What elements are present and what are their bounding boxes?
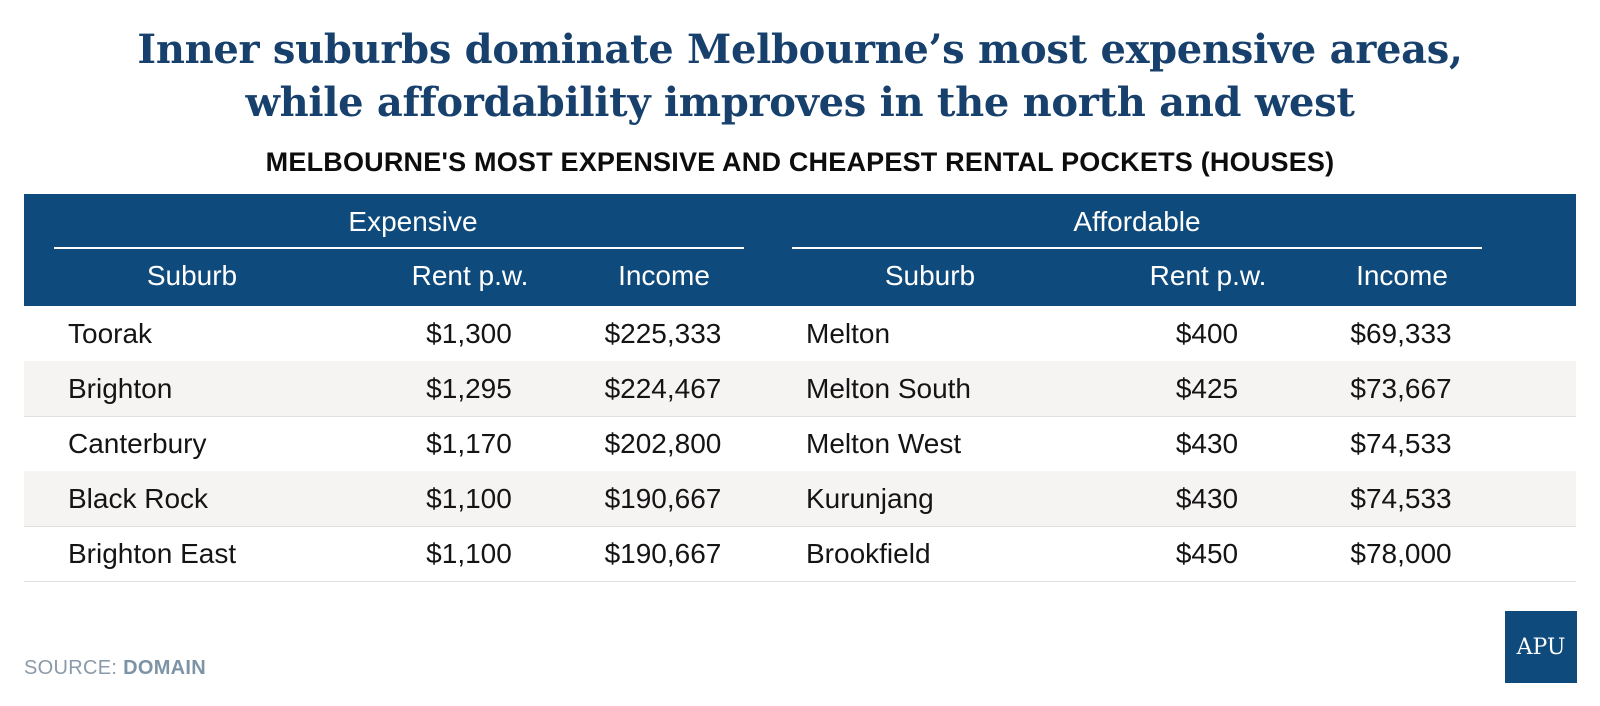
expensive-income-cell: $190,667	[604, 538, 722, 569]
affordable-income-cell: $69,333	[1350, 318, 1452, 349]
source-note: SOURCE: DOMAIN	[24, 657, 206, 680]
expensive-rent-cell: $1,100	[426, 483, 512, 514]
expensive-rent-cell: $1,300	[426, 318, 512, 349]
table-row: Canterbury $1,170 $202,800 Melton West $430 $…	[24, 416, 1576, 472]
brand-logo: APU	[1505, 611, 1577, 683]
affordable-suburb-cell: Melton	[806, 318, 891, 349]
column-header-income: Income	[618, 260, 710, 291]
affordable-income-cell: $73,667	[1350, 373, 1452, 404]
expensive-suburb-cell: Black Rock	[68, 483, 209, 514]
column-header-income: Income	[1356, 260, 1448, 291]
column-header-rent: Rent p.w.	[411, 260, 529, 291]
table-row: Black Rock $1,100 $190,667 Kurunjang $430 $74…	[24, 471, 1576, 527]
affordable-rent-cell: $425	[1175, 373, 1239, 404]
affordable-suburb-cell: Kurunjang	[806, 483, 934, 514]
headline-line-2: while affordability improves in the nort…	[245, 79, 1355, 126]
column-header-suburb: Suburb	[884, 260, 976, 291]
expensive-income-cell: $225,333	[604, 318, 722, 349]
group-rule-expensive	[54, 247, 744, 249]
affordable-suburb-cell: Melton South	[806, 373, 971, 404]
column-header-suburb: Suburb	[146, 260, 238, 291]
group-label-affordable: Affordable	[1073, 206, 1201, 237]
affordable-rent-cell: $430	[1175, 428, 1239, 459]
expensive-rent-cell: $1,295	[426, 373, 512, 404]
affordable-suburb-cell: Brookfield	[806, 538, 931, 569]
group-label-expensive: Expensive	[348, 206, 478, 237]
expensive-suburb-cell: Brighton East	[68, 538, 237, 569]
expensive-income-cell: $224,467	[604, 373, 722, 404]
affordable-rent-cell: $430	[1175, 483, 1239, 514]
affordable-income-cell: $74,533	[1350, 483, 1452, 514]
source-value: DOMAIN	[123, 657, 206, 679]
expensive-suburb-cell: Brighton	[68, 373, 173, 404]
expensive-rent-cell: $1,100	[426, 538, 512, 569]
affordable-rent-cell: $400	[1175, 318, 1239, 349]
table-row: Toorak $1,300 $225,333 Melton $400 $69,333	[24, 306, 1576, 362]
affordable-suburb-cell: Melton West	[806, 428, 962, 459]
table-row: Brighton $1,295 $224,467 Melton South $425 $7…	[24, 361, 1576, 417]
table-header: Expensive Affordable Suburb Rent p.w. In…	[24, 194, 1576, 306]
affordable-rent-cell: $450	[1175, 538, 1239, 569]
expensive-suburb-cell: Canterbury	[68, 428, 207, 459]
expensive-suburb-cell: Toorak	[68, 318, 153, 349]
expensive-income-cell: $202,800	[604, 428, 722, 459]
affordable-income-cell: $74,533	[1350, 428, 1452, 459]
expensive-income-cell: $190,667	[604, 483, 722, 514]
group-rule-affordable	[792, 247, 1482, 249]
column-header-rent: Rent p.w.	[1149, 260, 1267, 291]
expensive-rent-cell: $1,170	[426, 428, 512, 459]
table-title: MELBOURNE'S MOST EXPENSIVE AND CHEAPEST …	[265, 147, 1335, 177]
affordable-income-cell: $78,000	[1350, 538, 1452, 569]
table-row: Brighton East $1,100 $190,667 Brookfield $45…	[24, 526, 1576, 582]
source-label: SOURCE:	[24, 657, 118, 679]
headline-line-1: Inner suburbs dominate Melbourne’s most …	[137, 26, 1463, 73]
